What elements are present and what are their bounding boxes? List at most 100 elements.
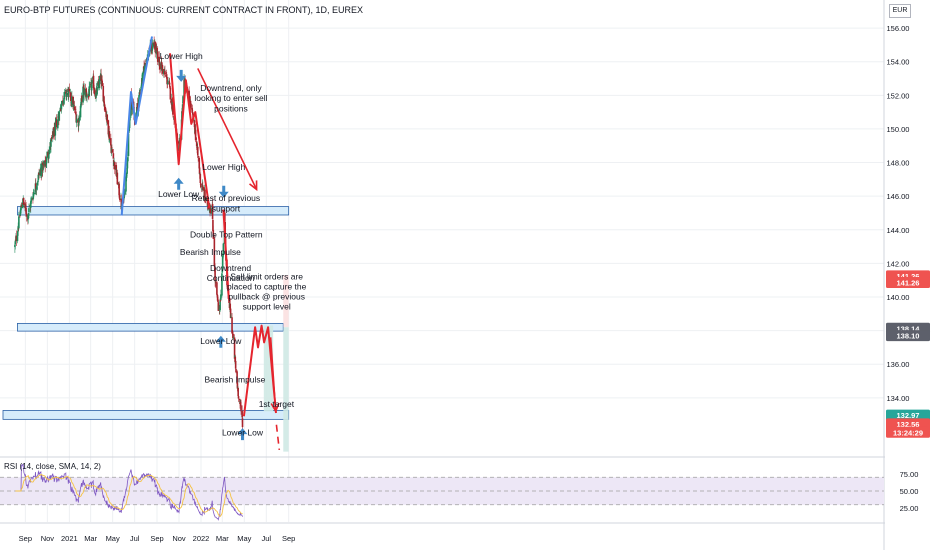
arrow-up-icon: [173, 177, 184, 190]
candle-body: [38, 172, 40, 175]
candle-body: [60, 110, 62, 112]
annotation-label: Lower High: [202, 162, 245, 172]
candle-body: [33, 193, 35, 195]
candle-body: [42, 164, 44, 171]
arrow-up-icon: [215, 335, 226, 348]
candle-body: [237, 387, 239, 397]
candle-body: [77, 118, 80, 126]
candle-body: [222, 243, 225, 255]
candle-body: [230, 316, 232, 318]
candle-body: [23, 201, 25, 205]
candle-body: [128, 120, 131, 128]
candle-body: [120, 198, 122, 200]
candle-body: [57, 119, 59, 129]
price-tick-label: 148.00: [887, 159, 910, 168]
time-tick-label: Mar: [216, 534, 229, 543]
candle-body: [212, 219, 214, 232]
candle-body: [231, 332, 234, 334]
candle-body: [45, 156, 48, 164]
annotation-arrows: [173, 69, 248, 441]
price-tick-label: 156.00: [887, 24, 910, 33]
candle-body: [83, 88, 85, 95]
candle-body: [202, 185, 204, 187]
candle-body: [144, 63, 146, 65]
price-label-bg: [886, 409, 930, 421]
candle-body: [236, 383, 239, 389]
rsi-ma-line: [15, 473, 243, 517]
rsi-legend: RSI (14, close, SMA, 14, 2): [4, 462, 101, 471]
candle-body: [221, 267, 224, 273]
candle-body: [126, 167, 128, 174]
annotation-label: positions: [214, 103, 248, 113]
candle-body: [42, 164, 45, 166]
candle-body: [127, 133, 130, 157]
time-tick-label: Mar: [84, 534, 97, 543]
projection-dashed-line: [275, 424, 281, 451]
candle-body: [128, 127, 131, 131]
candle-body: [65, 94, 68, 97]
candle-body: [221, 255, 224, 268]
price-label-bg: [886, 330, 930, 342]
time-tick-label: 2021: [61, 534, 78, 543]
candle-body: [115, 165, 118, 176]
candle-body: [63, 92, 66, 100]
candle-body: [103, 104, 106, 111]
candle-body: [34, 192, 36, 195]
candle-body: [80, 104, 82, 108]
trend-line: [169, 53, 211, 209]
candle-body: [118, 194, 121, 198]
projection-arrow-head: [249, 180, 258, 192]
price-tick-label: 152.00: [887, 91, 910, 100]
price-tick-label: 154.00: [887, 58, 910, 67]
candle-body: [103, 103, 106, 105]
candle-body: [91, 80, 93, 84]
candle-body: [68, 88, 71, 92]
candle-body: [138, 95, 140, 100]
candle-body: [232, 337, 235, 339]
candle-body: [107, 120, 110, 135]
candle-body: [19, 209, 22, 214]
candle-body: [103, 96, 105, 103]
candle-body: [48, 154, 50, 159]
candle-body: [95, 91, 97, 98]
candle-body: [50, 139, 52, 147]
candle-body: [63, 98, 65, 104]
annotation-label: support level: [243, 302, 291, 312]
candle-body: [151, 48, 154, 51]
candle-body: [236, 371, 238, 384]
candle-body: [239, 401, 242, 406]
price-label: 13:24:29: [893, 428, 923, 437]
candle-body: [85, 92, 88, 97]
annotation-label: Lower Low: [200, 336, 242, 346]
annotation-label: Double Top Pattern: [190, 229, 263, 239]
candle-body: [202, 187, 204, 190]
annotation-label: Bearish Impulse: [204, 375, 265, 385]
rsi-tick-label: 50.00: [900, 487, 919, 496]
candle-body: [105, 111, 107, 118]
currency-label[interactable]: EUR: [889, 4, 911, 18]
candle-body: [237, 396, 240, 399]
candle-body: [101, 79, 103, 82]
candle-body: [22, 202, 24, 204]
candle-body: [125, 176, 127, 192]
candle-body: [75, 119, 78, 123]
position-box: [283, 327, 289, 452]
candle-body: [14, 244, 16, 248]
candle-body: [20, 206, 22, 211]
candle-body: [165, 75, 168, 78]
candle-body: [47, 152, 49, 157]
candle-body: [85, 90, 88, 93]
candle-body: [209, 208, 212, 214]
candle-body: [188, 90, 190, 96]
annotation-label: Lower High: [160, 51, 203, 61]
candle-body: [193, 119, 195, 121]
support-zone: [17, 322, 284, 332]
candle-body: [90, 84, 93, 91]
candle-body: [92, 75, 95, 89]
candle-body: [30, 198, 33, 200]
candle-body: [29, 201, 32, 208]
candle-body: [197, 155, 199, 158]
candle-body: [78, 116, 81, 121]
